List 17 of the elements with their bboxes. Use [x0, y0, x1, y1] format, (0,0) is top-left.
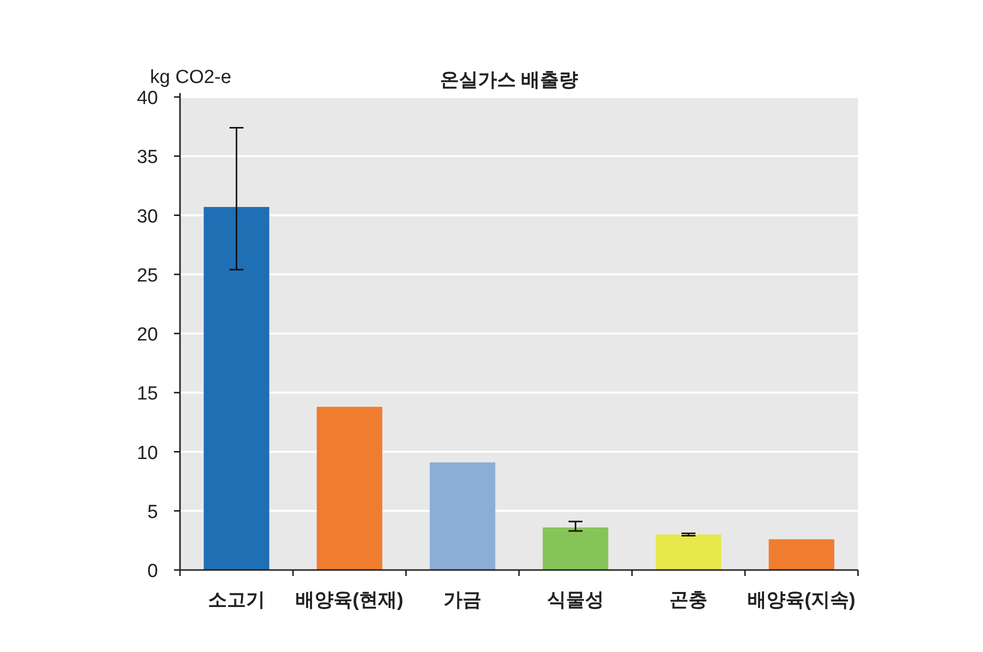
x-tick-label: 배양육(지속): [748, 590, 856, 611]
y-tick-label: 35: [136, 147, 158, 168]
y-tick-label: 20: [136, 324, 158, 346]
x-tick-label: 식물성: [547, 590, 604, 611]
y-tick-label: 5: [147, 502, 158, 523]
y-tick-label: 30: [136, 206, 158, 228]
y-axis-title: kg CO2-e: [150, 67, 232, 88]
chart-title: 온실가스 배출량: [440, 70, 578, 91]
y-tick-label: 40: [136, 88, 158, 109]
x-tick-label: 곤충: [670, 590, 708, 611]
y-tick-label: 10: [136, 442, 158, 464]
x-tick-label: 소고기: [208, 590, 265, 611]
x-tick-label: 배양육(현재): [296, 590, 404, 611]
y-tick-label: 25: [136, 265, 158, 286]
y-tick-label: 15: [136, 384, 158, 405]
y-tick-label: 0: [147, 561, 158, 582]
x-tick-label: 가금: [444, 590, 482, 611]
